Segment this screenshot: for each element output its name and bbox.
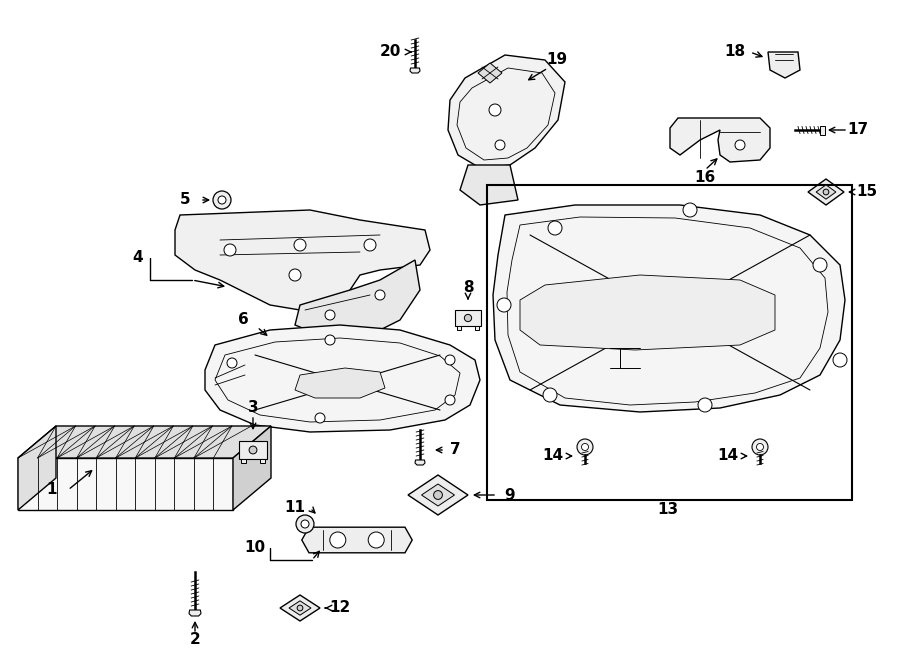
Polygon shape [189, 610, 201, 616]
Circle shape [497, 298, 511, 312]
Text: 7: 7 [450, 442, 460, 457]
Text: 4: 4 [132, 251, 143, 266]
Circle shape [294, 239, 306, 251]
Bar [487, 185, 852, 500]
Circle shape [548, 221, 562, 235]
Polygon shape [816, 185, 836, 199]
Text: 9: 9 [505, 488, 516, 502]
Text: 2: 2 [190, 633, 201, 648]
Circle shape [495, 140, 505, 150]
Text: 8: 8 [463, 280, 473, 295]
Circle shape [445, 355, 455, 365]
Text: 5: 5 [180, 192, 190, 208]
Polygon shape [175, 210, 430, 310]
Circle shape [375, 290, 385, 300]
Circle shape [434, 490, 443, 500]
Circle shape [227, 358, 237, 368]
Polygon shape [408, 475, 468, 515]
Polygon shape [239, 441, 267, 459]
Circle shape [581, 444, 589, 451]
Text: 20: 20 [379, 44, 400, 59]
Polygon shape [280, 595, 320, 621]
Polygon shape [455, 309, 481, 327]
Text: 15: 15 [857, 184, 878, 200]
Text: 10: 10 [245, 541, 266, 555]
Text: 14: 14 [543, 449, 563, 463]
Polygon shape [448, 55, 565, 168]
Circle shape [813, 258, 827, 272]
Text: 16: 16 [695, 171, 716, 186]
Polygon shape [205, 325, 480, 432]
Polygon shape [808, 179, 844, 205]
Polygon shape [768, 52, 800, 78]
Polygon shape [410, 68, 420, 73]
Polygon shape [415, 460, 425, 465]
Text: 17: 17 [848, 122, 868, 137]
Text: 13: 13 [657, 502, 679, 518]
Text: 14: 14 [717, 449, 739, 463]
Circle shape [489, 104, 501, 116]
Polygon shape [478, 63, 502, 83]
Circle shape [445, 395, 455, 405]
Text: 1: 1 [47, 483, 58, 498]
Polygon shape [460, 165, 518, 205]
Polygon shape [820, 126, 825, 134]
Circle shape [464, 315, 472, 322]
Polygon shape [493, 205, 845, 412]
Polygon shape [475, 327, 480, 330]
Polygon shape [295, 260, 420, 335]
Polygon shape [295, 368, 385, 398]
Text: 19: 19 [546, 52, 568, 67]
Polygon shape [289, 601, 311, 615]
Circle shape [218, 196, 226, 204]
Polygon shape [520, 275, 775, 350]
Circle shape [315, 413, 325, 423]
Circle shape [325, 335, 335, 345]
Circle shape [301, 520, 309, 528]
Circle shape [364, 239, 376, 251]
Circle shape [289, 269, 301, 281]
Polygon shape [456, 327, 461, 330]
Circle shape [577, 439, 593, 455]
Text: 6: 6 [238, 313, 248, 327]
Text: 11: 11 [284, 500, 305, 516]
Polygon shape [18, 426, 271, 458]
Polygon shape [240, 459, 246, 463]
Circle shape [224, 244, 236, 256]
Text: 18: 18 [724, 44, 745, 59]
Circle shape [833, 353, 847, 367]
Circle shape [213, 191, 231, 209]
Polygon shape [302, 527, 412, 553]
Circle shape [683, 203, 697, 217]
Circle shape [296, 515, 314, 533]
Circle shape [368, 532, 384, 548]
Polygon shape [18, 426, 56, 510]
Text: 3: 3 [248, 401, 258, 416]
Polygon shape [260, 459, 265, 463]
Polygon shape [18, 458, 233, 510]
Circle shape [543, 388, 557, 402]
Circle shape [757, 444, 763, 451]
Circle shape [249, 446, 256, 454]
Circle shape [824, 189, 829, 195]
Polygon shape [233, 426, 271, 510]
Polygon shape [421, 484, 454, 506]
Circle shape [752, 439, 768, 455]
Polygon shape [670, 118, 770, 162]
Text: 12: 12 [329, 600, 351, 615]
Circle shape [735, 140, 745, 150]
Circle shape [297, 605, 303, 611]
Circle shape [698, 398, 712, 412]
Circle shape [329, 532, 346, 548]
Circle shape [325, 310, 335, 320]
